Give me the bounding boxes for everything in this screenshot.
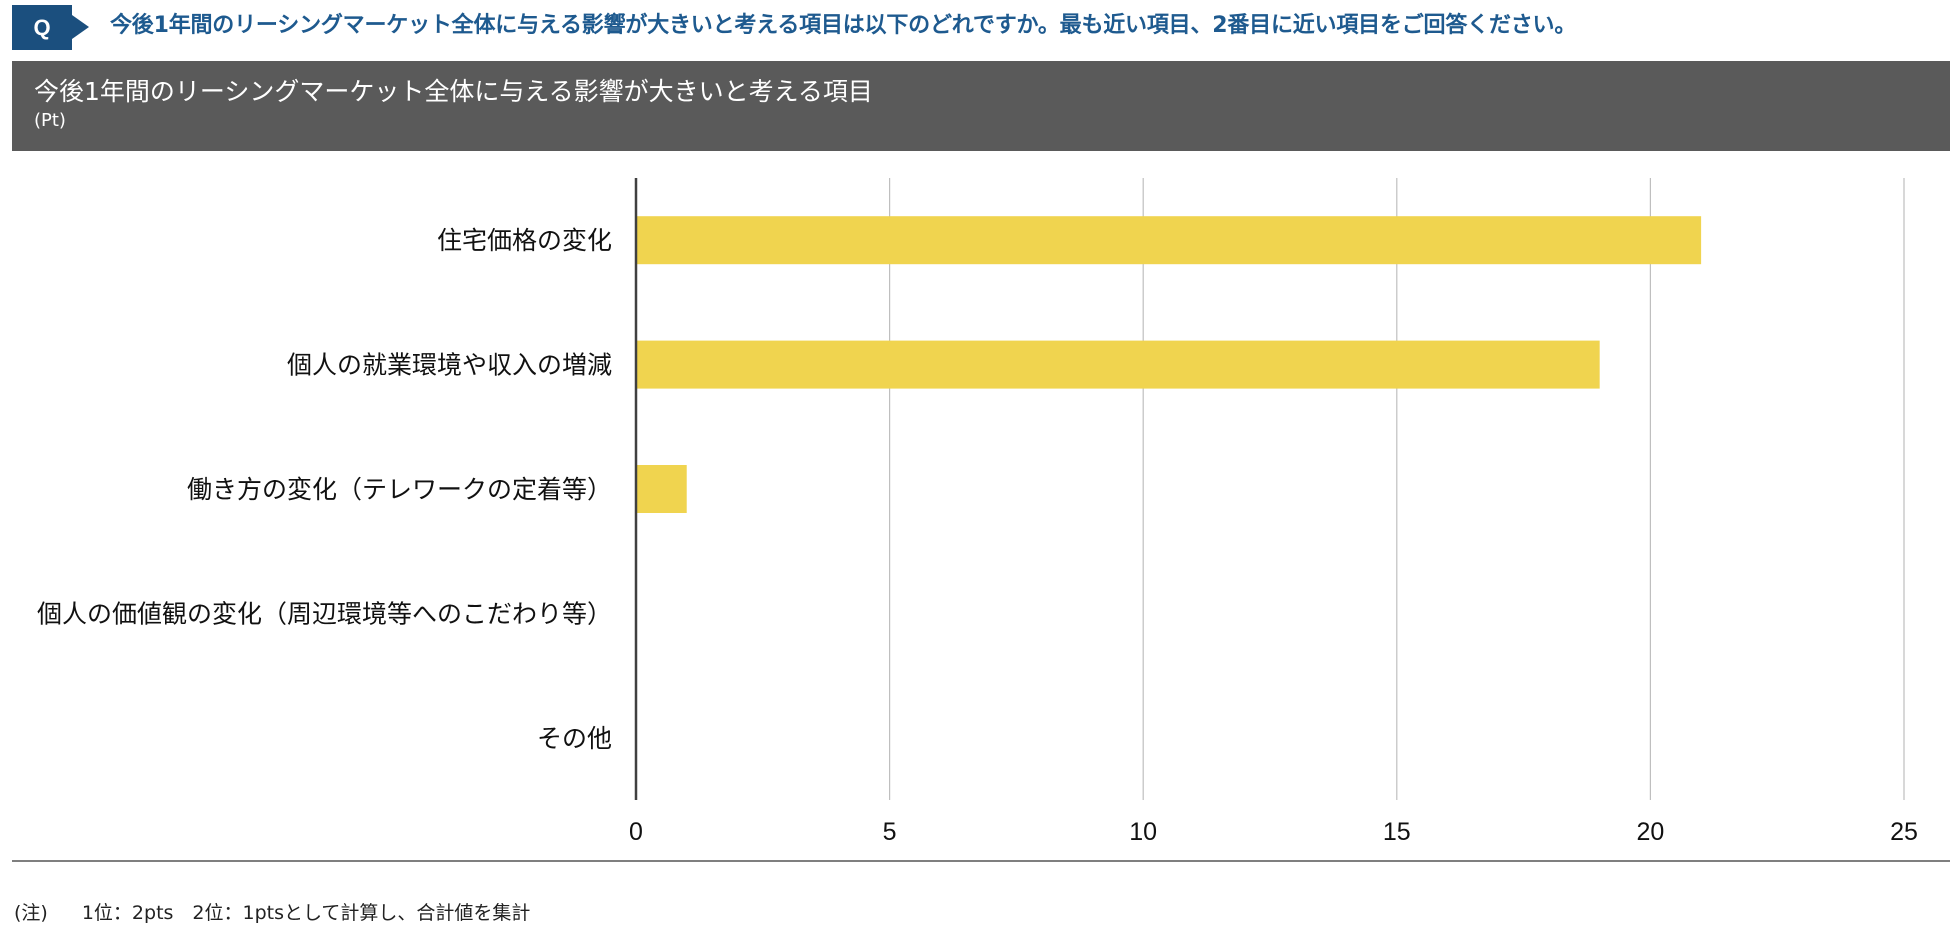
bottom-divider bbox=[12, 860, 1950, 862]
x-tick-label-2: 10 bbox=[1129, 818, 1157, 846]
x-tick-label-0: 0 bbox=[629, 818, 643, 846]
bar-2 bbox=[636, 340, 1600, 389]
footnote: (注) 1位：2pts 2位：1ptsとして計算し、合計値を集計 bbox=[14, 898, 530, 925]
x-tick-label-5: 25 bbox=[1890, 818, 1918, 846]
category-label-2: 個人の就業環境や収入の増減 bbox=[287, 351, 612, 380]
category-label-5: その他 bbox=[537, 724, 612, 753]
question-badge: Q bbox=[12, 5, 72, 50]
category-label-4: 個人の価値観の変化（周辺環境等へのこだわり等） bbox=[37, 599, 612, 628]
category-label-1: 住宅価格の変化 bbox=[437, 226, 612, 255]
x-tick-label-1: 5 bbox=[883, 818, 897, 846]
category-label-3: 働き方の変化（テレワークの定着等） bbox=[187, 475, 612, 504]
footnote-text: 1位：2pts 2位：1ptsとして計算し、合計値を集計 bbox=[81, 902, 531, 924]
chart-unit: (Pt) bbox=[34, 110, 66, 131]
question-text: 今後1年間のリーシングマーケット全体に与える影響が大きいと考える項目は以下のどれ… bbox=[110, 13, 1577, 38]
chart-title-banner: 今後1年間のリーシングマーケット全体に与える影響が大きいと考える項目 (Pt) bbox=[12, 61, 1950, 151]
chart-title: 今後1年間のリーシングマーケット全体に与える影響が大きいと考える項目 bbox=[34, 77, 873, 106]
question-arrow-icon bbox=[72, 15, 89, 39]
bar-3 bbox=[636, 465, 687, 513]
x-tick-label-4: 20 bbox=[1636, 818, 1664, 846]
bar-1 bbox=[636, 216, 1702, 265]
x-tick-label-3: 15 bbox=[1383, 818, 1411, 846]
footnote-label: (注) bbox=[14, 902, 48, 924]
